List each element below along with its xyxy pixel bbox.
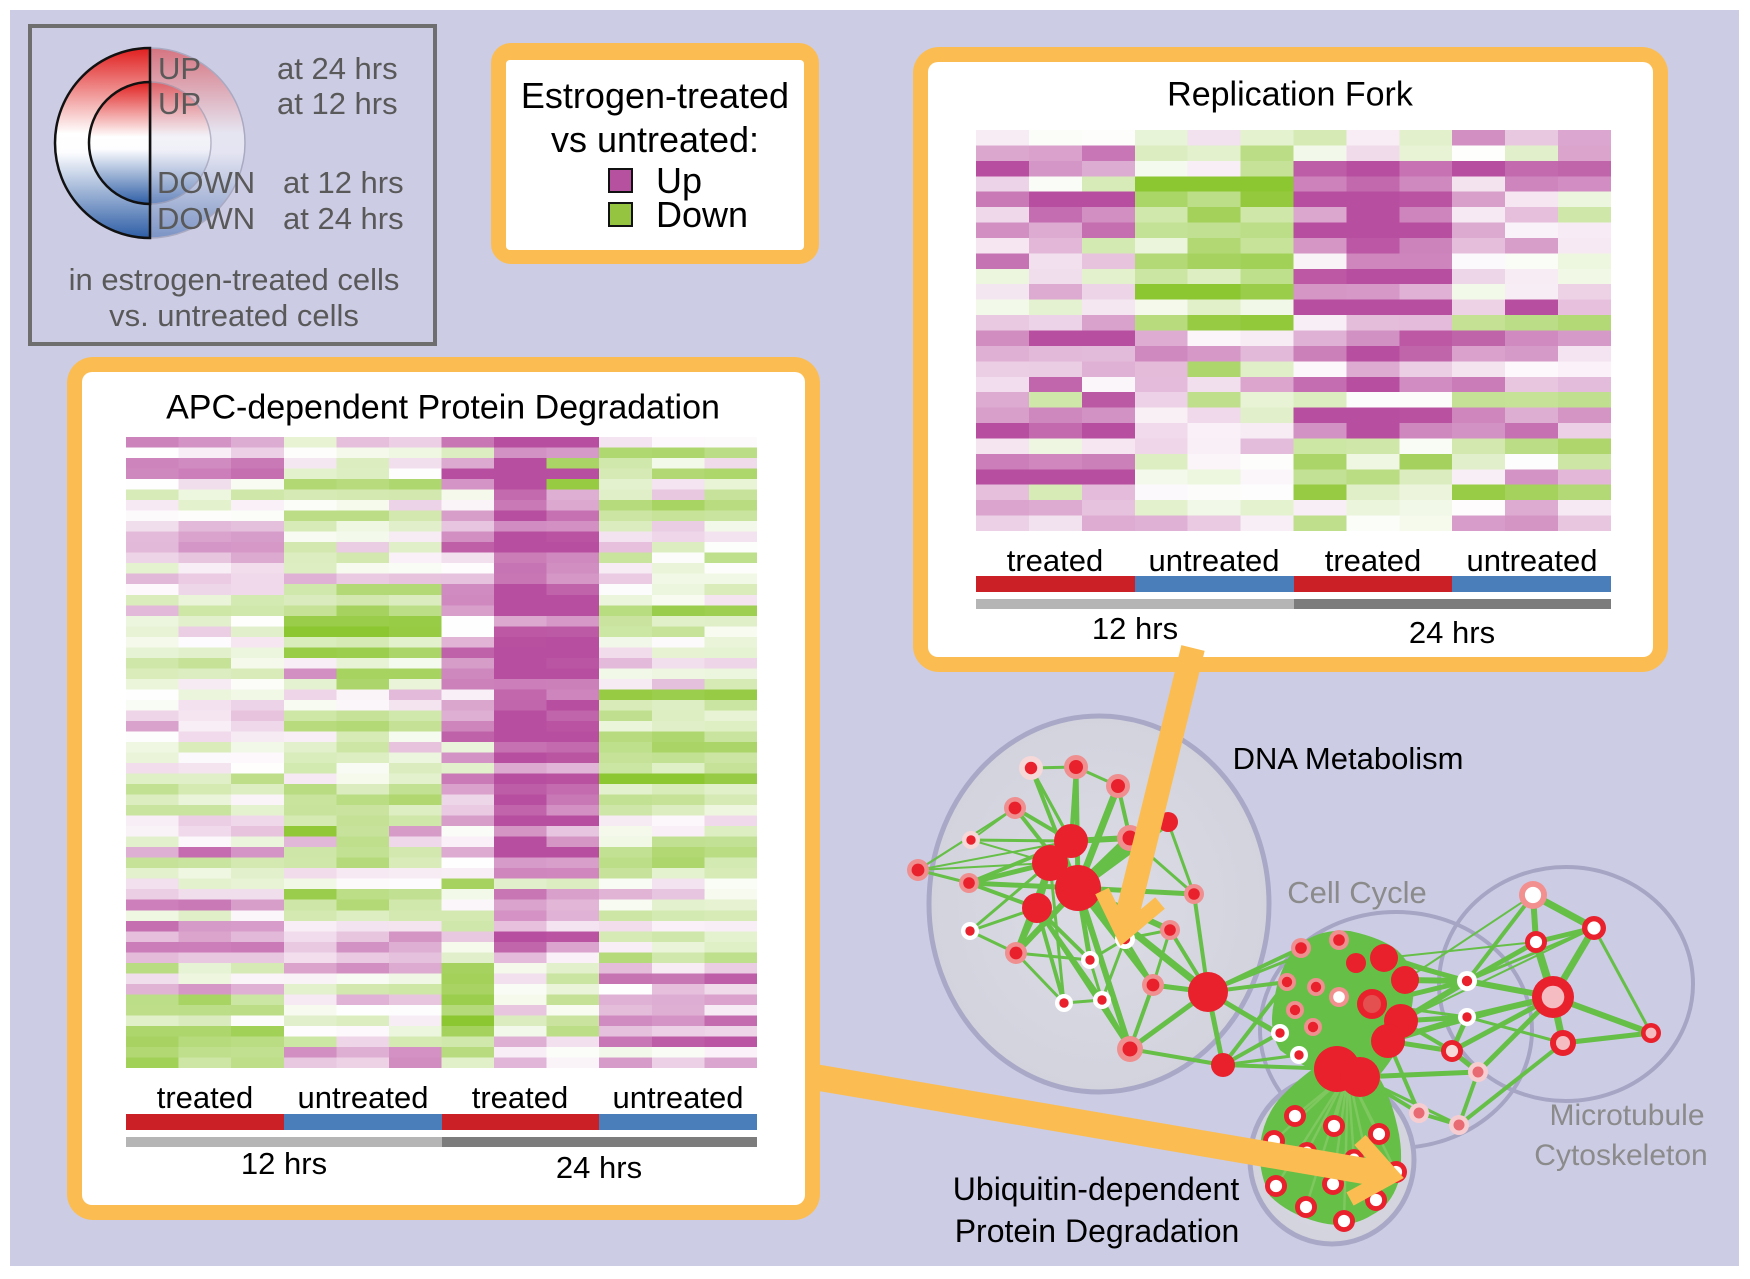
svg-text:Cytoskeleton: Cytoskeleton (1534, 1139, 1707, 1172)
svg-text:DNA Metabolism: DNA Metabolism (1233, 741, 1464, 776)
svg-text:Protein Degradation: Protein Degradation (955, 1213, 1240, 1249)
svg-text:Microtubule: Microtubule (1549, 1099, 1704, 1132)
svg-text:Ubiquitin-dependent: Ubiquitin-dependent (953, 1171, 1240, 1207)
svg-text:Cell Cycle: Cell Cycle (1287, 875, 1427, 910)
